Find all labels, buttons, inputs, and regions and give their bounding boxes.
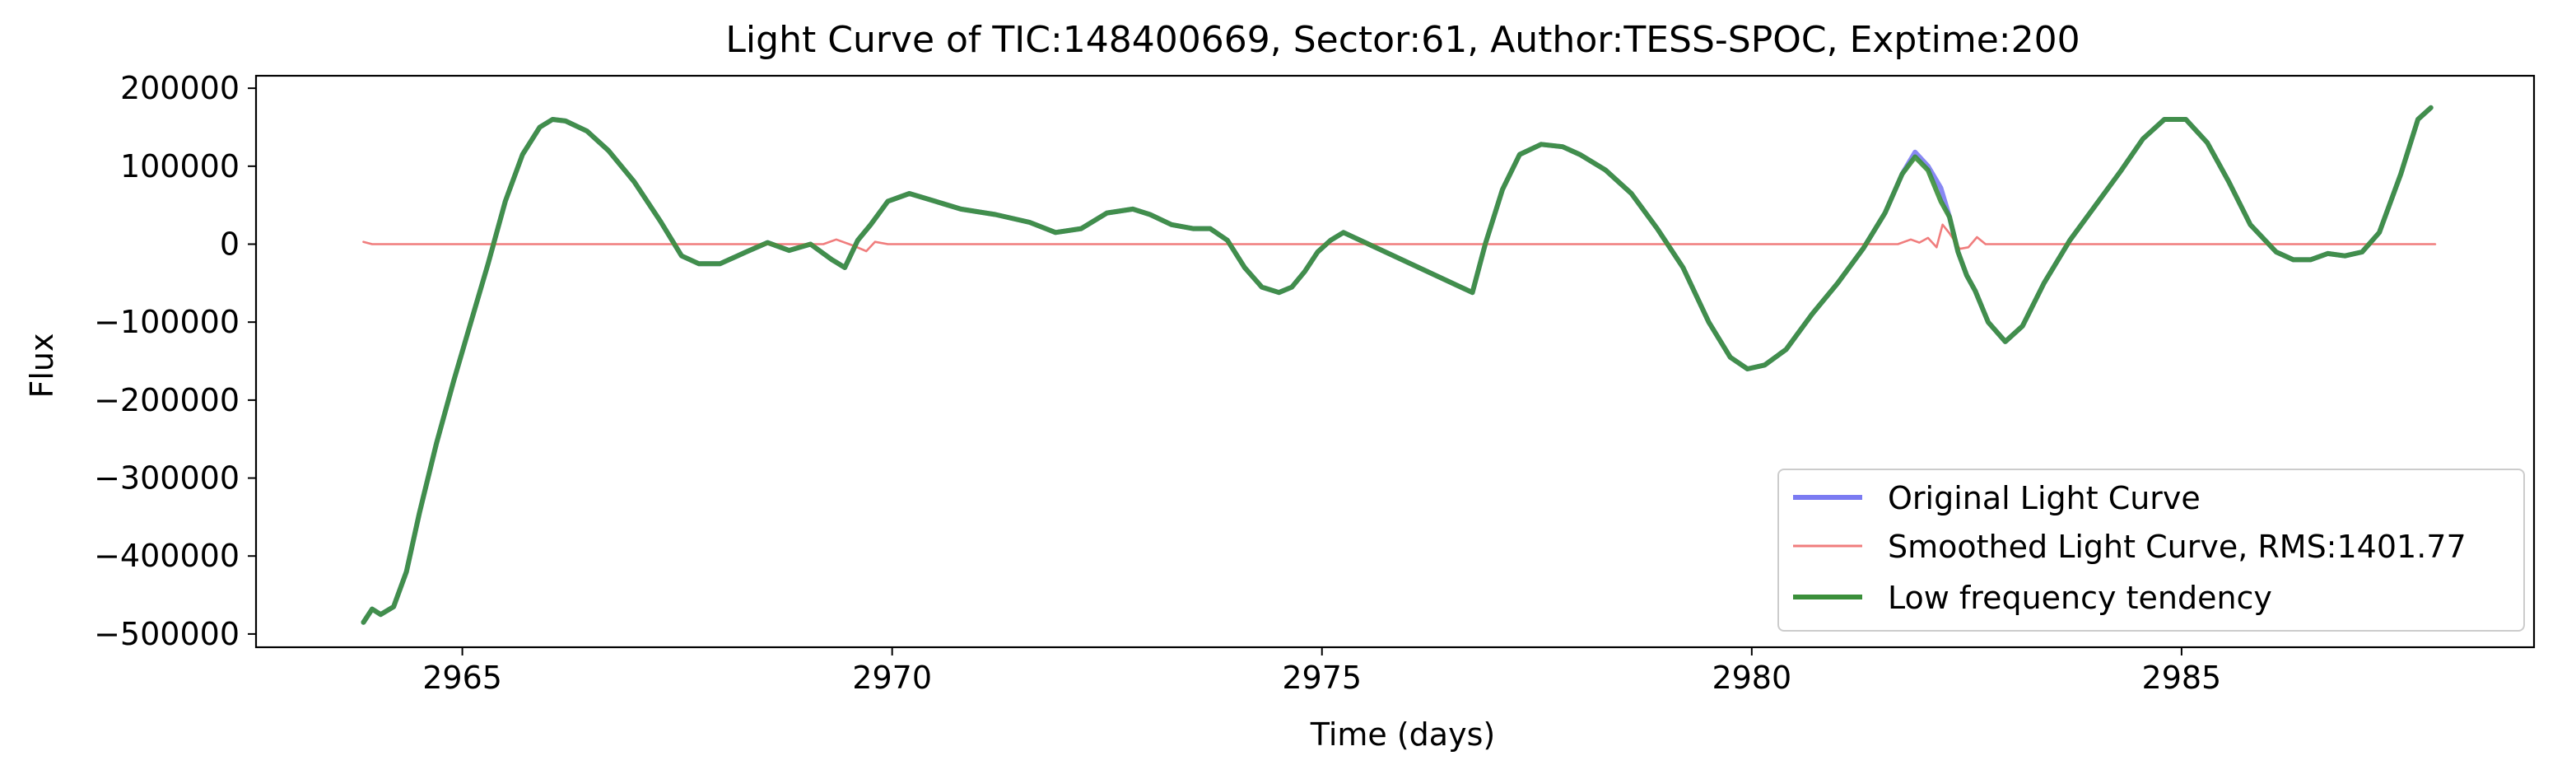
y-tick-label: 200000	[120, 70, 240, 106]
chart-title: Light Curve of TIC:148400669, Sector:61,…	[725, 19, 2080, 61]
x-tick-label: 2965	[422, 660, 502, 696]
y-tick-label: −400000	[94, 538, 240, 574]
y-tick-label: 100000	[120, 148, 240, 184]
x-tick-label: 2985	[2142, 660, 2222, 696]
plot-area	[361, 105, 2437, 625]
x-tick-label: 2970	[852, 660, 932, 696]
legend-label-low-frequency: Low frequency tendency	[1888, 580, 2272, 616]
y-axis-label: Flux	[24, 334, 60, 399]
y-tick-label: −500000	[94, 616, 240, 652]
y-tick-label: −300000	[94, 460, 240, 497]
x-tick-label: 2980	[1712, 660, 1791, 696]
legend-label-original: Original Light Curve	[1888, 480, 2201, 516]
x-tick-label: 2975	[1282, 660, 1362, 696]
legend-label-smoothed: Smoothed Light Curve, RMS:1401.77	[1888, 529, 2467, 565]
y-tick-label: 0	[220, 226, 240, 263]
y-axis-ticks: 200000 100000 0 −100000 −200000 −300000 −40000…	[94, 70, 256, 652]
series-smoothed-line	[362, 223, 2437, 253]
x-axis-ticks: 2965 2970 2975 2980 2985	[422, 647, 2221, 696]
legend-box	[1777, 469, 2525, 632]
legend: Original Light Curve Smoothed Light Curv…	[1777, 469, 2525, 632]
y-tick-label: −200000	[94, 382, 240, 418]
axes-frame	[254, 74, 2536, 649]
x-axis-label: Time (days)	[1310, 716, 1495, 753]
series-low-frequency-line	[361, 105, 2434, 625]
y-tick-label: −100000	[94, 304, 240, 340]
